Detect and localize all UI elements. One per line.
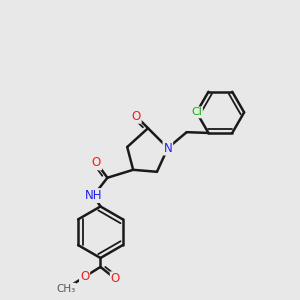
Text: O: O — [80, 270, 89, 283]
Text: Cl: Cl — [191, 107, 202, 117]
Text: N: N — [164, 142, 172, 154]
Text: CH₃: CH₃ — [56, 284, 75, 294]
Text: O: O — [111, 272, 120, 285]
Text: NH: NH — [85, 189, 102, 202]
Text: O: O — [92, 156, 101, 170]
Text: O: O — [131, 110, 141, 123]
